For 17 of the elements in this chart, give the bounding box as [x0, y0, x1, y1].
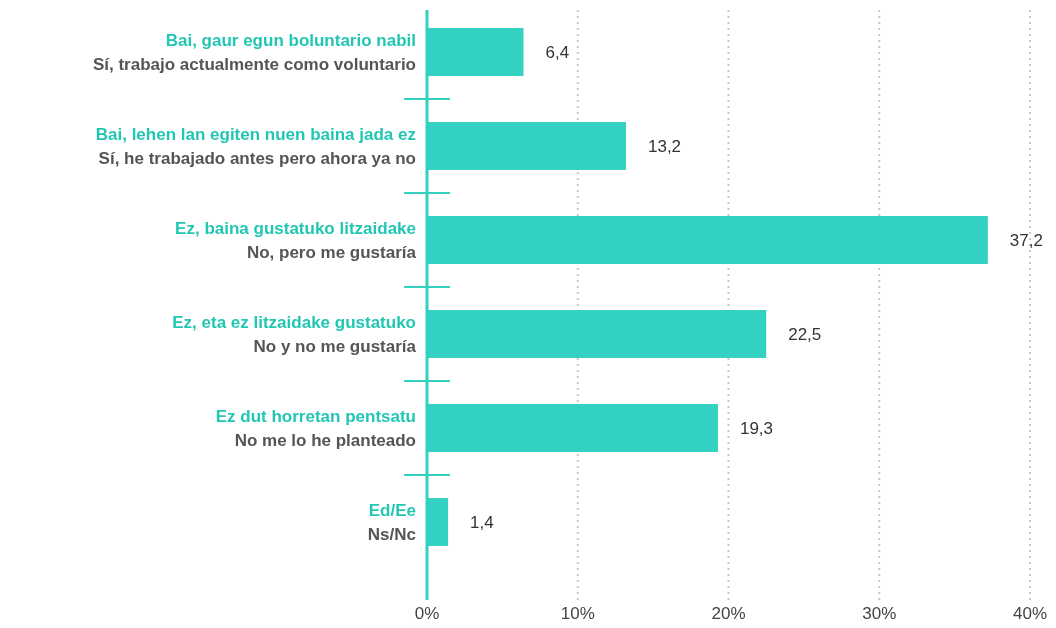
data-label: 37,2	[1009, 230, 1043, 250]
x-tick-label: 30%	[862, 604, 897, 623]
y-tick-label: Bai, gaur egun boluntario nabil Sí, trabajo actualmente como voluntario	[92, 30, 416, 74]
x-tick-label: 40%	[1012, 604, 1048, 623]
y-tick-label: Ez, eta ez litzaidake gustatuko No y no me gustaría	[172, 312, 417, 356]
y-tick-label: Ez, baina gustatuko litzaidake No, pero me gustaría	[175, 218, 417, 262]
y-tick-label: Ez dut horretan pentsatu No me lo he planteado	[215, 406, 416, 450]
x-tick-label: 10%	[560, 604, 595, 623]
x-tick-label: 20%	[711, 604, 746, 623]
data-label: 13,2	[647, 136, 682, 156]
y-tick-label: Ed/Ee Ns/Nc	[367, 500, 416, 544]
x-tick-label: 0%	[414, 604, 440, 623]
data-label: 1,4	[470, 512, 494, 532]
data-label: 22,5	[788, 324, 822, 344]
data-label: 19,3	[739, 418, 774, 438]
y-tick-label: Bai, lehen lan egiten nuen baina jada ez Sí, he trabajado antes pero ahora ya no	[95, 124, 416, 168]
data-label: 6,4	[545, 42, 570, 62]
